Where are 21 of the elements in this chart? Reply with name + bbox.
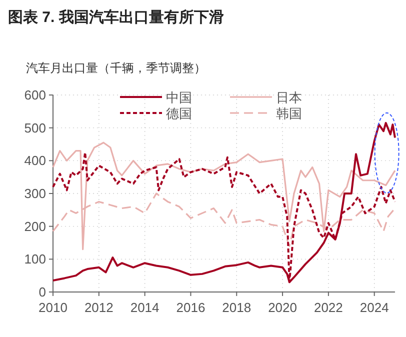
y-axis-title: 汽车月出口量（千辆，季节调整） [26, 61, 206, 75]
y-tick-label: 0 [38, 284, 46, 300]
x-tick-label: 2020 [268, 300, 297, 315]
y-tick-label: 200 [24, 218, 46, 234]
y-tick-label: 600 [24, 88, 46, 102]
x-tick-label: 2018 [222, 300, 252, 315]
y-tick-label: 400 [24, 153, 46, 168]
chart-title: 图表 7. 我国汽车出口量有所下滑 [8, 8, 224, 26]
legend-label: 日本 [276, 90, 302, 105]
y-tick-label: 100 [24, 252, 46, 267]
legend-label: 中国 [166, 90, 192, 105]
x-tick-label: 2012 [84, 300, 114, 315]
y-tick-label: 500 [24, 120, 46, 136]
x-tick-label: 2024 [360, 300, 389, 315]
x-tick-label: 2022 [314, 300, 343, 315]
legend-label: 德国 [166, 106, 192, 121]
x-tick-label: 2016 [176, 300, 206, 315]
x-tick-label: 2014 [130, 300, 160, 315]
x-tick-label: 2010 [38, 300, 68, 315]
y-tick-label: 300 [24, 186, 46, 201]
legend-label: 韩国 [276, 106, 302, 121]
